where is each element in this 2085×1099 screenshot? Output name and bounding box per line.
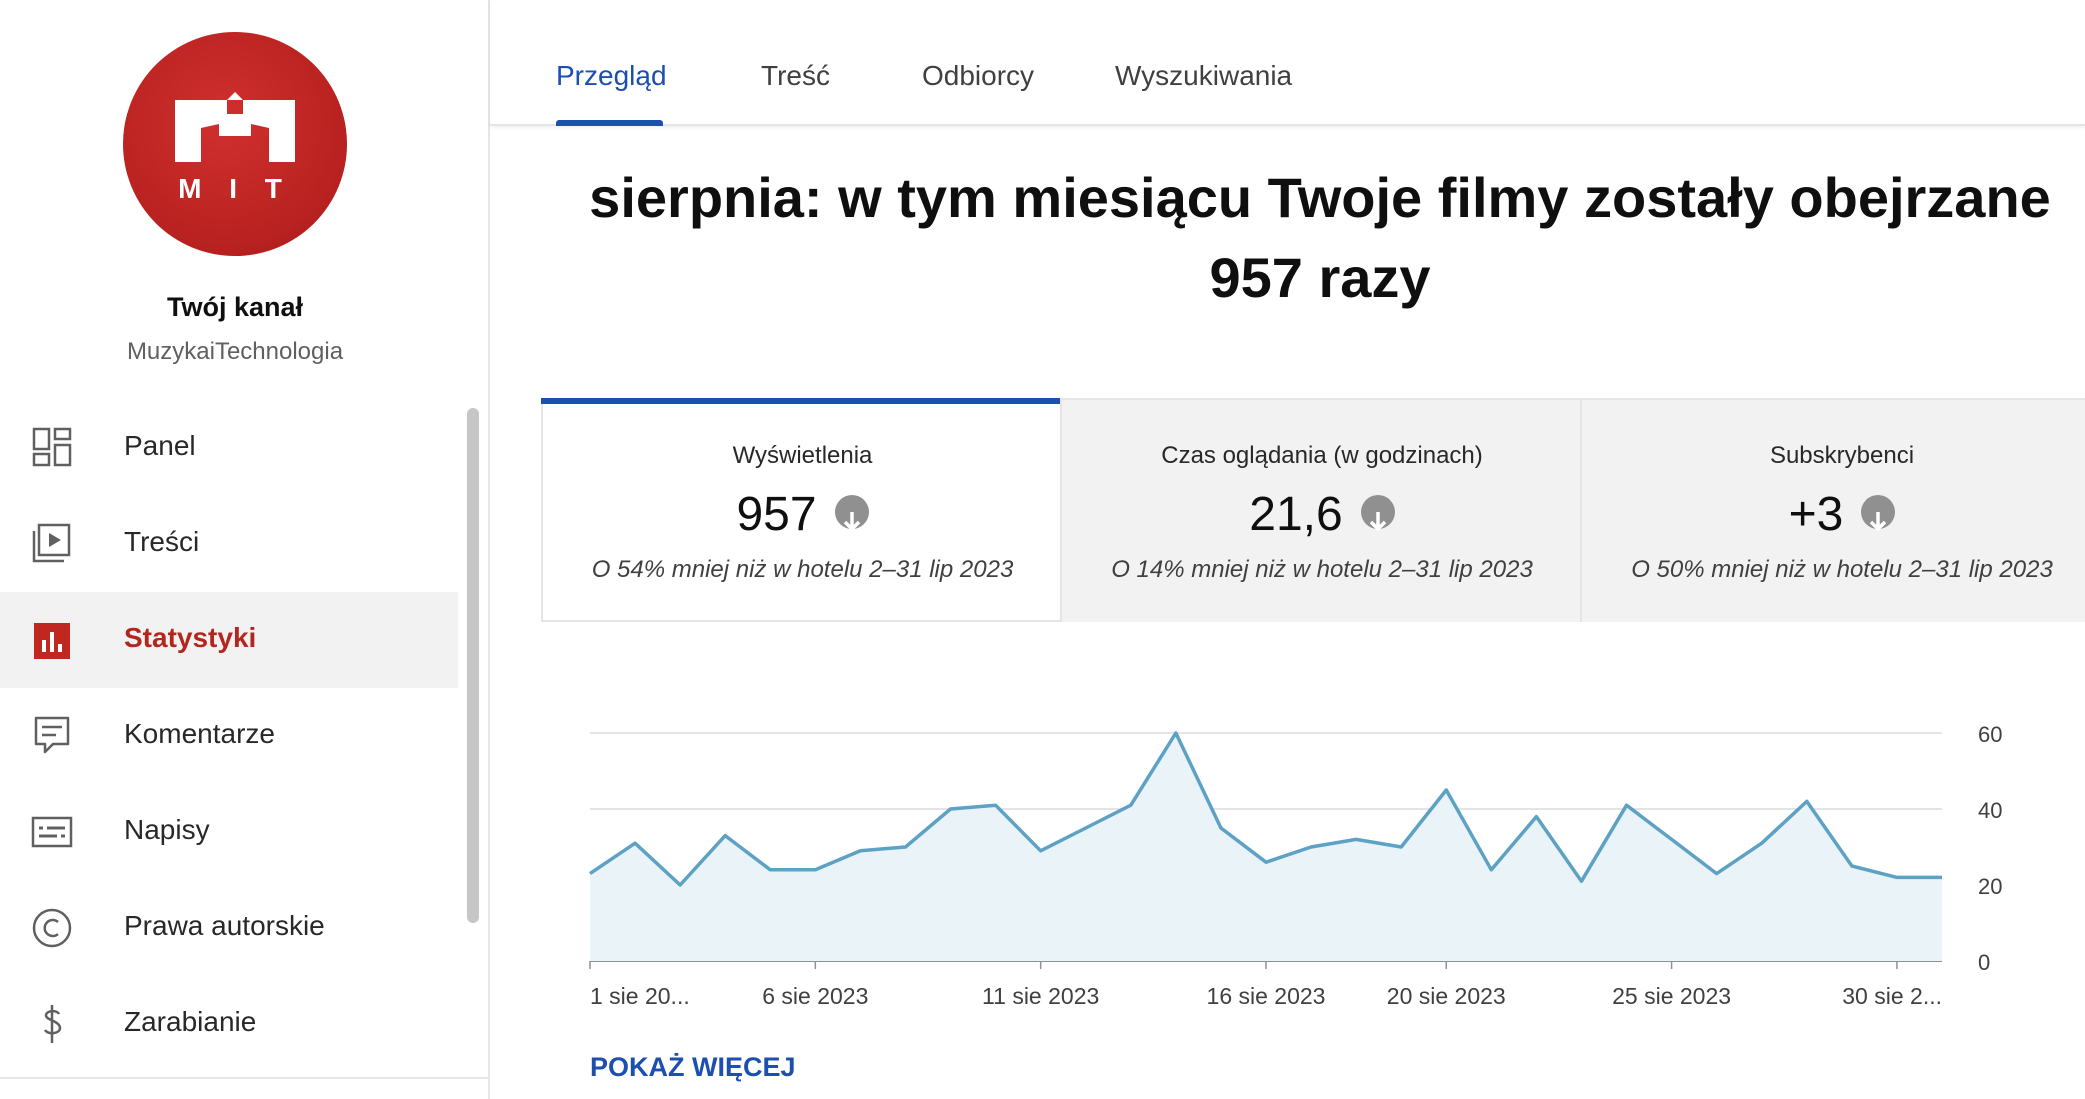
x-tick-label: 6 sie 2023 [762, 983, 868, 1009]
y-tick-label: 0 [1978, 950, 1990, 975]
x-tick-label: 16 sie 2023 [1207, 983, 1326, 1009]
metric-label: Czas oglądania (w godzinach) [1161, 442, 1483, 469]
metric-cards: Wyświetlenia 957 O 54% mniej niż w hotel… [541, 398, 2085, 622]
metric-label: Wyświetlenia [732, 442, 873, 469]
arrow-down-icon [1360, 495, 1395, 532]
metric-value-row: 21,6 [1062, 484, 1582, 542]
metric-note: O 50% mniej niż w hotelu 2–31 lip 2023 [1631, 556, 2053, 583]
x-tick-label: 25 sie 2023 [1612, 983, 1731, 1009]
mit-logo-icon: M I T [175, 92, 295, 204]
page-headline: sierpnia: w tym miesiącu Twoje filmy zos… [560, 158, 2080, 318]
headline-line1: sierpnia: w tym miesiącu Twoje filmy zos… [589, 166, 2051, 229]
tab-audience[interactable]: Odbiorcy [922, 60, 1035, 91]
divider [1060, 400, 1062, 622]
views-chart[interactable]: 0 20 40 60 1 sie 20... 6 sie 2023 11 sie 2023 1… [560, 700, 2040, 1030]
metric-card-views[interactable]: Wyświetlenia 957 O 54% mniej niż w hotel… [543, 400, 1062, 622]
metric-value-row: 957 [543, 484, 1062, 542]
metric-card-watch-time[interactable]: Czas oglądania (w godzinach) 21,6 O 14% … [1062, 400, 1582, 622]
show-more-button[interactable]: POKAŻ WIĘCEJ [590, 1052, 796, 1082]
sidebar-item-monetization[interactable]: Zarabianie [0, 976, 458, 1072]
metric-value: 21,6 [1249, 487, 1343, 541]
x-tick-label: 30 sie 2... [1842, 983, 1942, 1009]
x-tick-label: 11 sie 2023 [982, 983, 1099, 1009]
sidebar-item-label: Napisy [124, 814, 210, 845]
sidebar-item-label: Panel [124, 430, 196, 461]
sidebar-item-label: Treści [124, 526, 200, 557]
sidebar-scrollbar[interactable] [467, 408, 479, 923]
divider [0, 1077, 488, 1079]
series-line [589, 731, 1942, 887]
channel-name: MuzykaiTechnologia [126, 338, 344, 365]
sidebar: M I T Twój kanał MuzykaiTechnologia Pane… [0, 0, 490, 1099]
x-tick-label: 20 sie 2023 [1387, 983, 1506, 1009]
active-metric-indicator [541, 398, 1060, 404]
tab-research[interactable]: Wyszukiwania [1115, 60, 1293, 91]
metric-value: +3 [1788, 487, 1844, 541]
series-area [590, 733, 1942, 961]
y-tick-label: 40 [1978, 798, 2002, 823]
svg-text:M I T: M I T [178, 173, 292, 204]
tab-bar: Przegląd Treść Odbiorcy Wyszukiwania [490, 0, 2085, 126]
comments-icon [31, 714, 75, 758]
sidebar-item-copyright[interactable]: Prawa autorskie [0, 880, 458, 976]
metric-note: O 54% mniej niż w hotelu 2–31 lip 2023 [591, 556, 1014, 583]
metric-value-row: +3 [1582, 484, 2085, 542]
dashboard-icon [31, 426, 75, 470]
active-tab-indicator [556, 120, 663, 126]
sidebar-item-label: Statystyki [124, 622, 257, 653]
subtitles-icon [31, 810, 75, 854]
metric-card-subscribers[interactable]: Subskrybenci +3 O 50% mniej niż w hotelu… [1582, 400, 2085, 622]
channel-avatar[interactable]: M I T [123, 32, 347, 256]
metric-label: Subskrybenci [1769, 442, 1915, 469]
sidebar-item-subtitles[interactable]: Napisy [0, 784, 458, 880]
analytics-icon [31, 618, 75, 662]
headline-line2: 957 razy [1209, 246, 1431, 309]
tab-content[interactable]: Treść [761, 60, 830, 91]
y-tick-label: 20 [1978, 874, 2002, 899]
copyright-icon [31, 906, 75, 950]
sidebar-item-label: Komentarze [124, 718, 275, 749]
sidebar-item-label: Prawa autorskie [124, 910, 325, 941]
sidebar-item-panel[interactable]: Panel [0, 400, 458, 496]
sidebar-item-comments[interactable]: Komentarze [0, 688, 458, 784]
metric-note: O 14% mniej niż w hotelu 2–31 lip 2023 [1111, 556, 1533, 583]
monetization-icon [31, 1002, 75, 1046]
tab-overview[interactable]: Przegląd [556, 60, 667, 91]
x-tick-label: 1 sie 20... [590, 983, 690, 1009]
content-icon [31, 522, 75, 566]
arrow-down-icon [834, 495, 869, 532]
sidebar-item-content[interactable]: Treści [0, 496, 458, 592]
channel-title: Twój kanał [166, 292, 304, 322]
sidebar-item-analytics[interactable]: Statystyki [0, 592, 458, 688]
metric-value: 957 [736, 487, 817, 541]
sidebar-item-label: Zarabianie [124, 1006, 257, 1037]
arrow-down-icon [1861, 495, 1896, 532]
divider [1580, 400, 1582, 622]
y-tick-label: 60 [1978, 722, 2002, 747]
